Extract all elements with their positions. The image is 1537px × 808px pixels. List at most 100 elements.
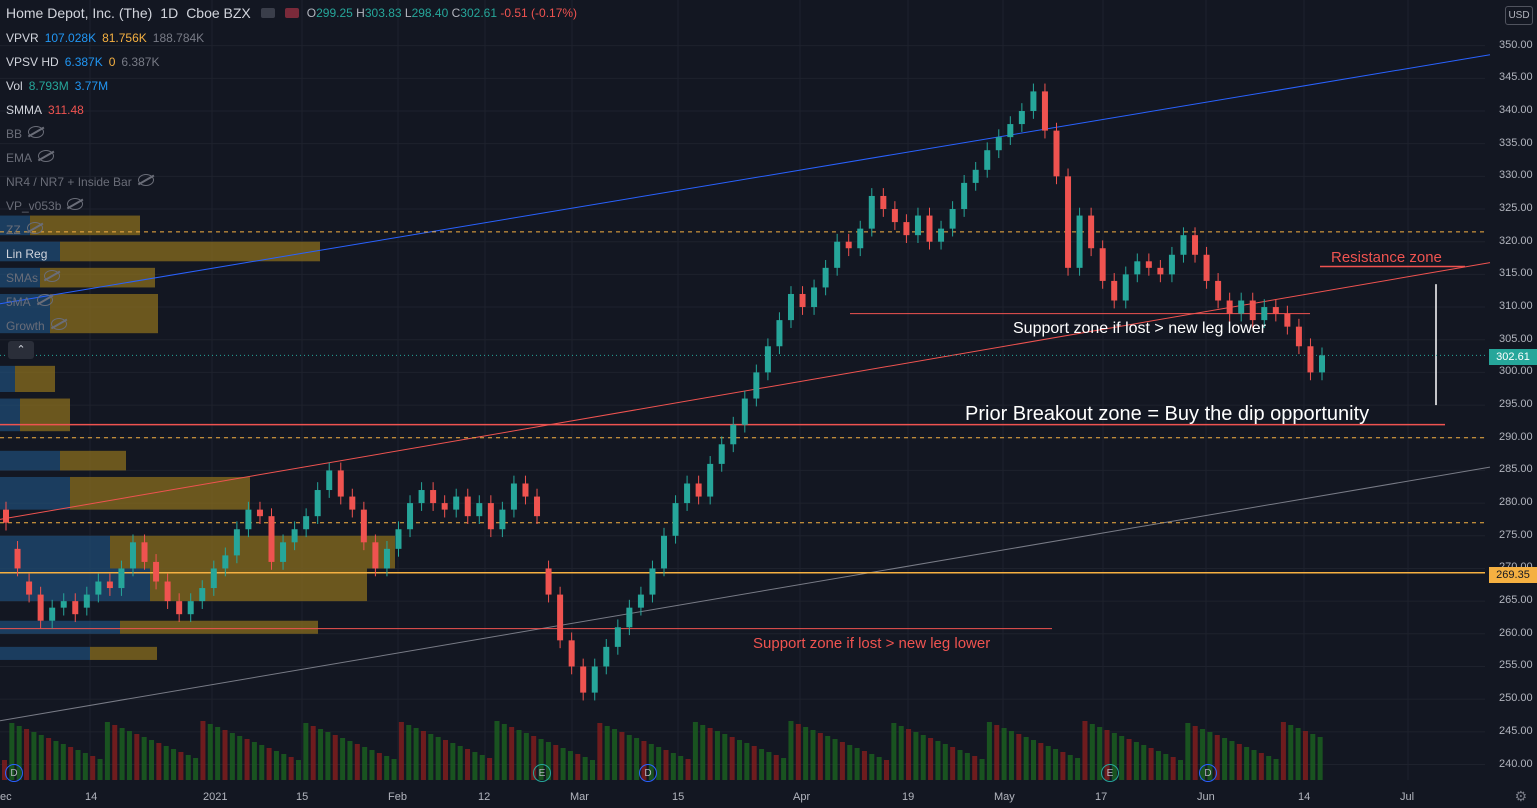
indicator-vp[interactable]: VP_v053b	[6, 198, 204, 222]
candle-body	[187, 601, 194, 615]
volume-bar	[575, 754, 581, 780]
support-zone-upper-label[interactable]: Support zone if lost > new leg lower	[1013, 320, 1267, 337]
volume-bar	[788, 721, 794, 780]
time-tick-label: Apr	[793, 791, 811, 803]
indicator-linreg[interactable]: Lin Reg	[6, 247, 48, 261]
hidden-eye-icon[interactable]	[50, 318, 67, 330]
volume-profile-bar	[0, 476, 70, 510]
breakout-zone-label[interactable]: Prior Breakout zone = Buy the dip opport…	[965, 403, 1370, 425]
volume-bar	[16, 726, 22, 780]
indicator-smma[interactable]: SMMA 311.48	[6, 103, 84, 117]
candle-body	[60, 601, 67, 608]
candle-body	[3, 509, 9, 523]
candle-body	[811, 287, 818, 308]
support-zone-lower-label[interactable]: Support zone if lost > new leg lower	[753, 635, 991, 652]
volume-bar	[1310, 734, 1316, 780]
time-tick-label: ec	[0, 791, 12, 803]
candle-body	[949, 209, 956, 229]
candle-body	[222, 555, 229, 569]
volume-bar	[465, 749, 471, 780]
volume-bar	[97, 759, 103, 780]
volume-bar	[590, 760, 595, 780]
volume-bar	[781, 758, 787, 780]
volume-profile-bar	[110, 535, 395, 569]
indicator-vpvr[interactable]: VPVR 107.028K 81.756K 188.784K	[6, 31, 205, 45]
settings-gear-icon[interactable]: ⚙	[1514, 788, 1527, 804]
volume-bar	[986, 722, 992, 780]
indicator-vol[interactable]: Vol 8.793M 3.77M	[6, 79, 109, 93]
candle-body	[349, 496, 356, 510]
volume-profile-bar	[0, 450, 60, 471]
earnings-event-icon[interactable]: E	[533, 764, 551, 782]
dividend-event-icon[interactable]: D	[639, 764, 657, 782]
dividend-event-icon[interactable]: D	[1199, 764, 1217, 782]
candle-body	[441, 503, 448, 510]
hidden-eye-icon[interactable]	[28, 126, 45, 138]
volume-bar	[134, 734, 140, 780]
indicator-smas[interactable]: SMAs	[6, 270, 204, 294]
volume-bar	[1214, 735, 1220, 780]
alert-icon[interactable]	[284, 8, 299, 18]
candle-body	[603, 646, 610, 667]
collapse-legend-button[interactable]: ⌃	[8, 341, 34, 359]
earnings-event-icon[interactable]: E	[1101, 764, 1119, 782]
volume-bar	[1001, 728, 1007, 780]
indicator-growth[interactable]: Growth	[6, 318, 204, 342]
hidden-eye-icon[interactable]	[36, 294, 53, 306]
candle-body	[1295, 326, 1302, 347]
dividend-event-icon[interactable]: D	[5, 764, 23, 782]
volume-bar	[964, 753, 970, 780]
volume-bar	[193, 758, 199, 780]
indicator-bb[interactable]: BB	[6, 126, 204, 150]
volume-bar	[112, 725, 118, 780]
volume-bar	[810, 730, 816, 780]
volume-bar	[472, 752, 478, 780]
candle-body	[591, 666, 598, 693]
hidden-eye-icon[interactable]	[44, 270, 61, 282]
volume-bar	[494, 721, 500, 780]
volume-bar	[420, 731, 426, 780]
indicator-vpsv[interactable]: VPSV HD 6.387K 0 6.387K	[6, 55, 160, 69]
volume-bar	[545, 742, 551, 780]
hidden-eye-icon[interactable]	[26, 222, 43, 234]
volume-bar	[861, 751, 867, 780]
candle-body	[961, 182, 968, 210]
volume-bar	[1104, 730, 1110, 780]
candle-body	[880, 195, 887, 210]
volume-bar	[560, 748, 566, 780]
symbol-name[interactable]: Home Depot, Inc. (The)	[6, 5, 153, 21]
candle-body	[741, 398, 748, 425]
currency-button[interactable]: USD	[1505, 6, 1533, 25]
compare-icon[interactable]	[260, 8, 275, 18]
hidden-eye-icon[interactable]	[137, 174, 154, 186]
candle-body	[1076, 215, 1083, 268]
interval-label[interactable]: 1D	[160, 5, 179, 21]
last-price-label: 302.61	[1489, 349, 1537, 365]
candle-body	[695, 483, 702, 497]
indicator-ema[interactable]: EMA	[6, 150, 204, 174]
volume-bar	[729, 737, 735, 780]
candle-body	[626, 607, 633, 628]
resistance-zone-label[interactable]: Resistance zone	[1331, 249, 1442, 266]
candle-body	[37, 594, 44, 621]
volume-bar	[1273, 759, 1279, 780]
candle-body	[153, 561, 160, 582]
candle-body	[672, 503, 679, 536]
candle-body	[1238, 300, 1245, 314]
indicator-zz[interactable]: ZZ	[6, 222, 204, 246]
open-value: 299.25	[316, 6, 353, 20]
hidden-eye-icon[interactable]	[67, 198, 84, 210]
volume-bar	[714, 731, 720, 780]
time-tick-label: Mar	[570, 791, 589, 803]
volume-bar	[310, 726, 316, 780]
hidden-eye-icon[interactable]	[38, 150, 55, 162]
volume-bar	[450, 743, 456, 780]
price-tick-label: 320.00	[1499, 234, 1533, 247]
volume-bar	[744, 743, 750, 780]
indicator-5ma[interactable]: 5MA	[6, 294, 204, 318]
indicator-nr4[interactable]: NR4 / NR7 + Inside Bar	[6, 174, 204, 198]
candle-body	[534, 496, 541, 517]
grid	[0, 0, 1485, 780]
price-tick-label: 240.00	[1499, 757, 1533, 770]
